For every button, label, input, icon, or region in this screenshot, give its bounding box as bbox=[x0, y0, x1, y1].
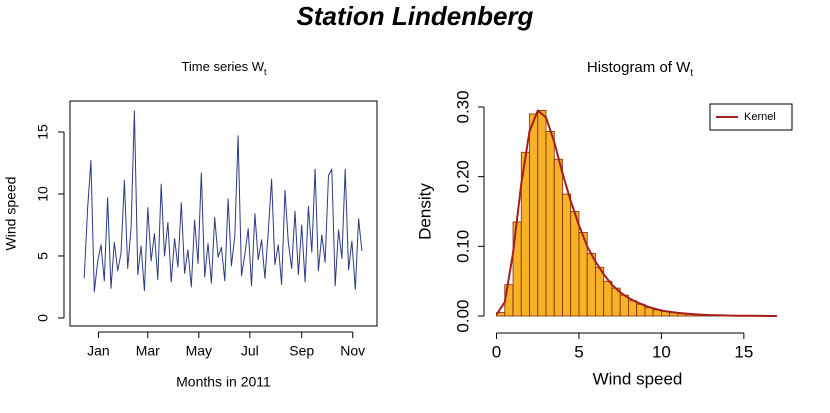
y-tick-label: 0 bbox=[35, 314, 51, 322]
figure-title: Station Lindenberg bbox=[297, 1, 534, 31]
histogram-bar bbox=[628, 300, 638, 317]
y-tick-label: 10 bbox=[35, 186, 51, 202]
y-tick-label: 0.10 bbox=[453, 230, 472, 263]
y-tick-label: 15 bbox=[35, 124, 51, 140]
histogram-bar bbox=[545, 130, 555, 317]
y-tick-label: 0.30 bbox=[453, 90, 472, 123]
histogram-bar bbox=[570, 211, 580, 317]
histogram-bar bbox=[553, 158, 563, 317]
x-tick-label: May bbox=[186, 343, 212, 359]
panel-title-text: Time series W bbox=[181, 59, 264, 74]
kernel-line bbox=[495, 109, 777, 317]
y-axis-label: Wind speed bbox=[3, 177, 19, 251]
y-tick-label: 0.20 bbox=[453, 160, 472, 193]
x-axis-label: Wind speed bbox=[593, 369, 683, 388]
plot-frame bbox=[69, 100, 378, 327]
panel-title: Time series Wt bbox=[181, 59, 267, 77]
x-tick-label: Mar bbox=[136, 343, 160, 359]
x-tick-label: 5 bbox=[574, 342, 583, 361]
x-tick-label: Jul bbox=[241, 343, 259, 359]
x-tick-label: Jan bbox=[87, 343, 110, 359]
histogram-bar bbox=[562, 193, 572, 317]
y-axis-label: Density bbox=[415, 183, 434, 240]
y-tick-label: 0.00 bbox=[453, 299, 472, 332]
panel-title-sub: t bbox=[264, 67, 267, 77]
histogram-bar bbox=[595, 266, 605, 317]
legend-label: Kernel bbox=[744, 111, 776, 123]
y-tick-label: 5 bbox=[35, 252, 51, 260]
panel-title-text: Histogram of W bbox=[587, 59, 691, 76]
panel-title-sub: t bbox=[690, 68, 693, 79]
x-tick-label: 0 bbox=[492, 342, 501, 361]
histogram-bar bbox=[586, 252, 596, 317]
x-tick-label: Nov bbox=[340, 343, 365, 359]
series-line bbox=[83, 110, 363, 293]
histogram-bar bbox=[537, 110, 547, 317]
histogram-bar bbox=[529, 113, 539, 317]
panel-title: Histogram of Wt bbox=[587, 59, 693, 79]
x-tick-label: 15 bbox=[734, 342, 753, 361]
x-tick-label: 10 bbox=[652, 342, 671, 361]
histogram-bar bbox=[603, 280, 613, 317]
x-axis-label: Months in 2011 bbox=[176, 374, 271, 390]
x-tick-label: Sep bbox=[289, 343, 314, 359]
